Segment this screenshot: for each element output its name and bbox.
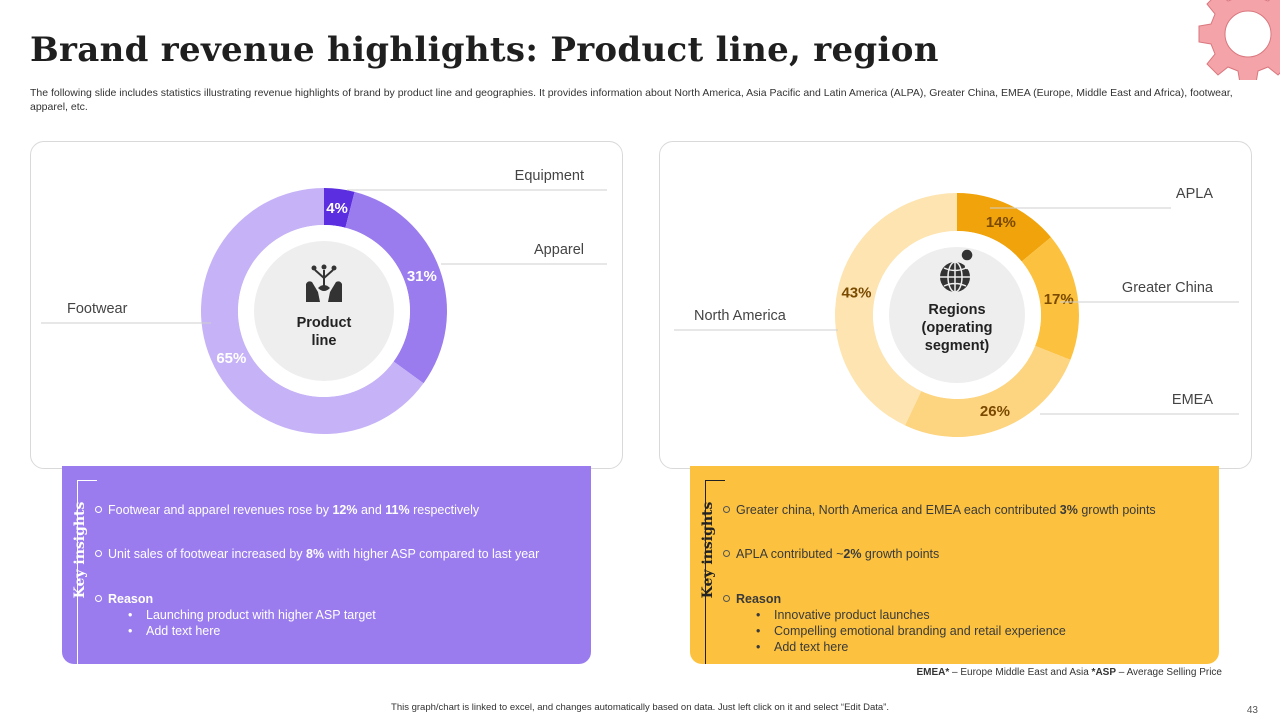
insight-text: with higher ASP compared to last year xyxy=(324,547,540,561)
center-label: Product xyxy=(297,315,352,331)
footnote-text: – Europe Middle East and Asia xyxy=(949,667,1092,678)
donut-slice-footwear xyxy=(200,188,424,434)
globe-pin-icon xyxy=(940,248,974,293)
bullet-dot xyxy=(723,550,730,557)
category-label: Apparel xyxy=(534,242,584,258)
insight-text: Greater china, North America and EMEA ea… xyxy=(736,503,1060,517)
category-label: Footwear xyxy=(67,301,128,317)
key-insights-panel-left: Key insights Footwear and apparel revenu… xyxy=(62,466,591,664)
center-label: (operating xyxy=(922,320,993,336)
slice-data-label: 43% xyxy=(841,285,871,302)
insight-text: Footwear and apparel revenues rose by xyxy=(108,503,333,517)
reason-point: Add text here xyxy=(756,639,1066,655)
center-label: line xyxy=(312,333,337,349)
footnote-text: – Average Selling Price xyxy=(1116,667,1222,678)
bullet-dot xyxy=(723,595,730,602)
center-disc xyxy=(254,241,394,381)
insight-value: 11% xyxy=(385,503,410,517)
abbreviation-footnote: EMEA* – Europe Middle East and Asia *ASP… xyxy=(916,667,1222,678)
page-title: Brand revenue highlights: Product line, … xyxy=(30,30,939,70)
key-insights-panel-right: Key insights Greater china, North Americ… xyxy=(690,466,1219,664)
reason-point: Innovative product launches xyxy=(756,607,1066,623)
category-label: North America xyxy=(694,308,787,324)
insight-item: APLA contributed ~2% growth points xyxy=(723,546,940,562)
donut-slice-emea xyxy=(905,345,1071,437)
regions-card: 14% 17% 26% 43% Regions (operating segment) APL… xyxy=(659,141,1252,469)
center-label: Regions xyxy=(928,302,985,318)
insight-text: growth points xyxy=(861,547,940,561)
insight-item: Footwear and apparel revenues rose by 12… xyxy=(95,502,480,518)
reason-point: Launching product with higher ASP target xyxy=(128,607,376,623)
page-number: 43 xyxy=(1246,705,1258,716)
slice-data-label: 26% xyxy=(980,403,1010,420)
insight-text: respectively xyxy=(409,503,480,517)
insight-text: growth points xyxy=(1077,503,1156,517)
donut-slice-apla xyxy=(957,193,1052,262)
footnote-abbr: EMEA* xyxy=(916,667,950,678)
bracket-divider xyxy=(705,480,725,664)
reason-point: Compelling emotional branding and retail… xyxy=(756,623,1066,639)
regions-donut-chart: 14% 17% 26% 43% Regions (operating segment) APL… xyxy=(674,186,1239,437)
reason-list: Innovative product launches Compelling e… xyxy=(756,607,1066,655)
slice-data-label: 17% xyxy=(1044,291,1074,308)
key-insights-label: Key insights xyxy=(700,501,716,599)
key-insights-label: Key insights xyxy=(72,501,88,599)
reason-block: Reason Launching product with higher ASP… xyxy=(95,591,376,639)
gear-icon xyxy=(1198,0,1280,80)
insight-text: and xyxy=(357,503,386,517)
bullet-dot xyxy=(95,595,102,602)
reason-heading: Reason xyxy=(736,592,782,606)
product-line-donut-chart: 4% 31% 65% Product line Equipment Apparel Footw… xyxy=(41,168,607,434)
hands-with-sprout-icon xyxy=(306,264,342,302)
bullet-dot xyxy=(95,506,102,513)
bullet-dot xyxy=(95,550,102,557)
bullet-dot xyxy=(723,506,730,513)
insight-item: Unit sales of footwear increased by 8% w… xyxy=(95,546,540,562)
category-label: EMEA xyxy=(1172,392,1213,408)
insight-value: 3% xyxy=(1059,503,1078,517)
insight-value: 12% xyxy=(332,503,358,517)
insight-value: 8% xyxy=(306,547,325,561)
donut-slice-north-america xyxy=(835,193,957,426)
insight-value: 2% xyxy=(843,547,862,561)
reason-point: Add text here xyxy=(128,623,376,639)
insight-text: APLA contributed ~ xyxy=(736,547,844,561)
category-label: APLA xyxy=(1176,186,1213,202)
category-label: Equipment xyxy=(515,168,584,184)
center-disc xyxy=(889,247,1025,383)
insight-text: Unit sales of footwear increased by xyxy=(108,547,307,561)
reason-list: Launching product with higher ASP target… xyxy=(128,607,376,639)
slice-data-label: 4% xyxy=(326,200,348,217)
reason-heading: Reason xyxy=(108,592,154,606)
donut-slice-greater-china xyxy=(1021,237,1079,360)
reason-block: Reason Innovative product launches Compe… xyxy=(723,591,1066,655)
excel-link-note: This graph/chart is linked to excel, and… xyxy=(391,702,889,713)
donut-slice-apparel xyxy=(345,191,447,384)
donut-slice-equipment xyxy=(324,188,355,228)
bracket-divider xyxy=(77,480,97,664)
slice-data-label: 65% xyxy=(216,350,246,367)
insight-item: Greater china, North America and EMEA ea… xyxy=(723,502,1156,518)
center-label: segment) xyxy=(925,338,990,354)
product-line-card: 4% 31% 65% Product line Equipment Apparel Footw… xyxy=(30,141,623,469)
slice-data-label: 14% xyxy=(986,214,1016,231)
footnote-abbr: *ASP xyxy=(1091,667,1116,678)
page-subtitle: The following slide includes statistics … xyxy=(30,87,1233,113)
category-label: Greater China xyxy=(1122,280,1214,296)
slice-data-label: 31% xyxy=(407,268,437,285)
